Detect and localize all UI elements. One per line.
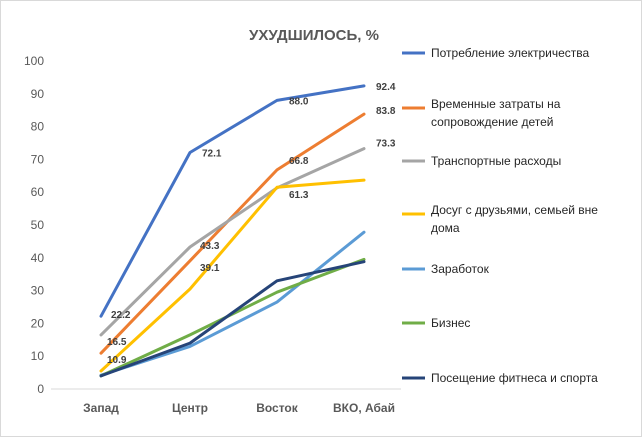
data-label: 43.3	[200, 241, 220, 252]
x-tick-label: Центр	[172, 401, 208, 415]
data-label: 83.8	[376, 106, 396, 117]
y-tick-label: 100	[24, 54, 44, 68]
chart-title: УХУДШИЛОСЬ, %	[249, 27, 379, 44]
series-line-4	[99, 230, 366, 377]
legend-item: Досуг с друзьями, семьей вне дома	[402, 203, 598, 235]
legend-item: Заработок	[402, 262, 490, 276]
series-lines	[99, 84, 366, 378]
legend-item: Потребление электричества	[402, 46, 590, 60]
y-tick-label: 90	[31, 87, 45, 101]
y-tick-label: 30	[31, 284, 45, 298]
y-tick-label: 60	[31, 185, 45, 199]
legend-item: Временные затраты на сопровождение детей	[402, 97, 561, 129]
x-axis: Запад Центр Восток ВКО, Абай	[51, 388, 401, 415]
legend-label: дома	[431, 221, 460, 235]
y-tick-label: 70	[31, 152, 45, 166]
data-label: 22.2	[111, 310, 131, 321]
legend-label: Временные затраты на	[431, 97, 561, 111]
data-label: 92.4	[376, 82, 396, 93]
series-line-0	[99, 84, 366, 318]
legend-label: Посещение фитнеса и спорта	[431, 371, 598, 385]
legend-label: Потребление электричества	[431, 46, 590, 60]
legend-label: Бизнес	[431, 316, 470, 330]
legend-label: Досуг с друзьями, семьей вне	[431, 203, 598, 217]
y-axis: 0 10 20 30 40 50 60 70 80 90 100	[24, 54, 44, 396]
data-label: 16.5	[107, 337, 127, 348]
legend-label: Заработок	[431, 262, 490, 276]
legend-label: Транспортные расходы	[431, 154, 561, 168]
series-line-1	[99, 112, 366, 355]
legend-item: Бизнес	[402, 316, 470, 330]
series-line-3	[99, 178, 366, 373]
x-tick-label: Запад	[83, 401, 119, 415]
x-tick-label: Восток	[256, 401, 299, 415]
series-line-5	[99, 257, 366, 378]
y-tick-label: 20	[31, 316, 45, 330]
y-tick-label: 40	[31, 251, 45, 265]
y-tick-label: 80	[31, 120, 45, 134]
data-label: 39.1	[200, 263, 220, 274]
y-tick-label: 0	[37, 382, 44, 396]
data-label: 10.9	[107, 355, 127, 366]
y-tick-label: 50	[31, 218, 45, 232]
legend-label: сопровождение детей	[431, 115, 554, 129]
legend: Потребление электричества Временные затра…	[402, 46, 598, 385]
data-label: 73.3	[376, 139, 396, 150]
data-labels: 22.2 72.1 88.0 92.4 10.9 39.1 66.8 83.8 16.5 43.3…	[107, 82, 396, 366]
data-label: 66.8	[289, 156, 309, 167]
data-label: 88.0	[289, 96, 309, 107]
x-tick-label: ВКО, Абай	[333, 401, 395, 415]
data-label: 72.1	[202, 149, 222, 160]
y-tick-label: 10	[31, 349, 45, 363]
series-line-2	[99, 147, 366, 337]
data-label: 61.3	[289, 190, 309, 201]
legend-item: Транспортные расходы	[402, 154, 561, 168]
legend-item: Посещение фитнеса и спорта	[402, 371, 598, 385]
series-line-6	[99, 260, 366, 378]
